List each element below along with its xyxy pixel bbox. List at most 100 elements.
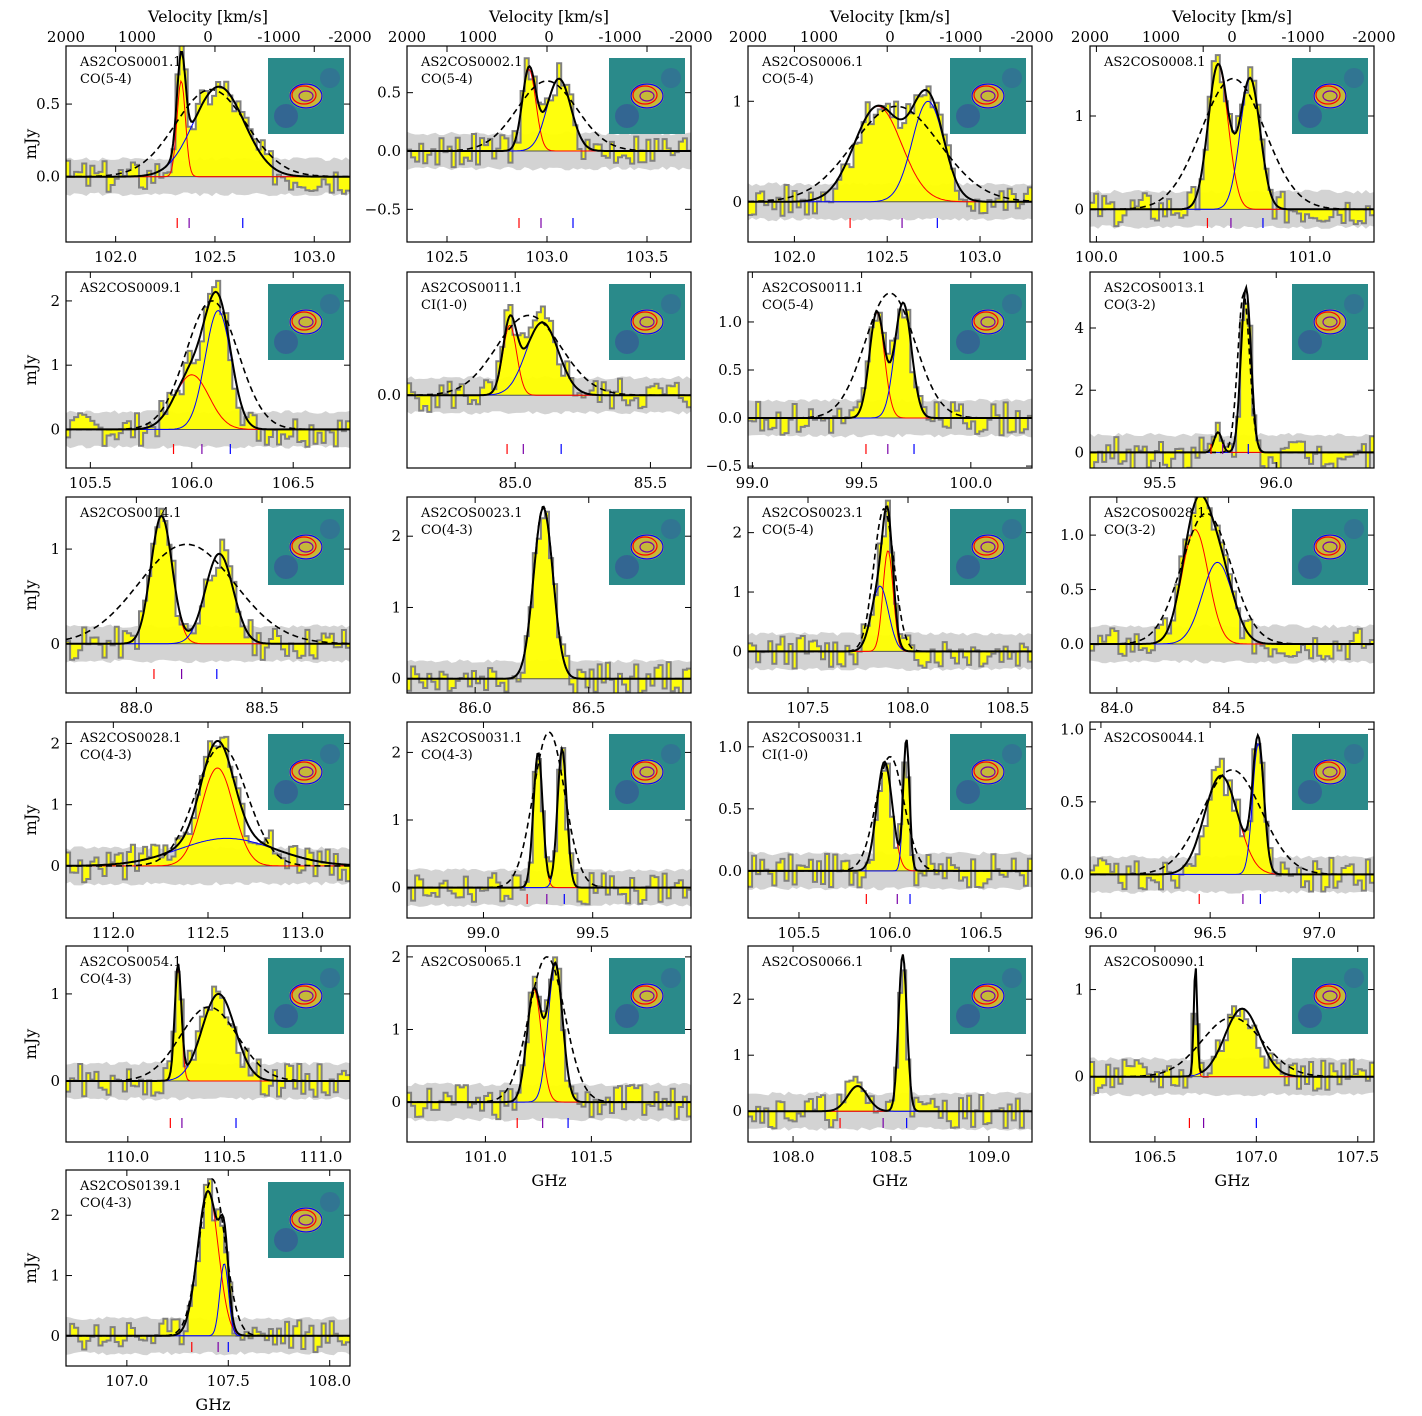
single-gaussian-fit [407, 80, 691, 152]
y-tick-label: 2 [732, 524, 742, 542]
spectrum-panel: 106.5 107.0 107.5 0 1 AS2COS0090.1 [1074, 945, 1379, 1166]
source-name: AS2COS0090.1 [1103, 955, 1206, 970]
x-tick-label: 99.5 [576, 924, 609, 942]
map-inset-contour-red [973, 985, 999, 1005]
x-tick-label: 102.5 [426, 248, 469, 266]
transition-label: CO(5-4) [762, 523, 814, 538]
map-inset-contour-purple [298, 90, 314, 102]
map-inset [268, 284, 344, 360]
map-inset-contour-blue [289, 1207, 323, 1233]
x-tick-label: 100.5 [1182, 248, 1225, 266]
y-axis-title: mJy [21, 355, 40, 386]
map-inset-contour-red [291, 761, 317, 781]
y-tick-label: 0 [391, 1093, 401, 1111]
y-tick-label: 4 [1074, 319, 1084, 337]
map-inset-source [1313, 759, 1347, 785]
velocity-tick-label: -1000 [939, 28, 982, 46]
map-inset [1292, 958, 1368, 1034]
single-gaussian-fit [407, 731, 691, 889]
velocity-axis-title: Velocity [km/s] [147, 7, 268, 26]
x-tick-label: 106.5 [272, 474, 315, 492]
map-inset-source [630, 983, 664, 1009]
map-inset-blob [320, 744, 340, 764]
map-inset-contour-blue [971, 309, 1005, 335]
x-tick-label: 84.0 [1100, 699, 1133, 717]
panel-frame [65, 271, 351, 469]
x-tick-label: 95.5 [1143, 474, 1176, 492]
map-inset-blob [1002, 519, 1022, 539]
x-tick-label: 106.0 [170, 474, 213, 492]
map-inset-blob [956, 780, 980, 804]
spectrum-fill [1090, 55, 1374, 227]
spectrum-histogram [66, 46, 350, 195]
map-inset-blob [1298, 330, 1322, 354]
map-inset-blob [661, 519, 681, 539]
y-tick-label: 1 [732, 92, 742, 110]
x-tick-label: 106.5 [960, 924, 1003, 942]
spectrum-panel: 112.0 112.5 113.0 0 1 2 AS2COS0028.1 CO(4-3) [50, 721, 351, 942]
y-tick-label: 2 [50, 734, 60, 752]
map-inset-source [289, 1207, 323, 1233]
map-inset-contour-blue [630, 309, 664, 335]
y-tick-label: 1 [50, 1267, 60, 1285]
single-gaussian-fit [66, 1178, 350, 1337]
spectrum-histogram [1090, 1005, 1374, 1094]
x-tick-label: 103.0 [959, 248, 1002, 266]
x-tick-label: 107.0 [105, 1372, 148, 1390]
map-inset-contour-red [1315, 761, 1341, 781]
map-inset-source [1313, 983, 1347, 1009]
transition-label: CO(4-3) [80, 748, 132, 763]
map-inset-blob [615, 555, 639, 579]
map-inset-source [1313, 534, 1347, 560]
map-inset-blob [956, 1004, 980, 1028]
map-inset-contour-blue [1313, 83, 1347, 109]
map-inset-blob [615, 1004, 639, 1028]
spectrum-panel: 85.0 85.5 0.0 AS2COS0011.1 CI(1-0) [377, 271, 692, 492]
y-tick-label: 0.0 [1060, 635, 1084, 653]
spectrum-fill [407, 511, 691, 693]
x-tick-label: 84.5 [1212, 699, 1245, 717]
map-inset-blob [615, 104, 639, 128]
y-tick-label: 2 [50, 1206, 60, 1224]
y-tick-label: 0.5 [377, 84, 401, 102]
map-inset-blob [1344, 519, 1364, 539]
frequency-axis-title: GHz [1214, 1171, 1249, 1190]
spectrum-panel: 102.5 103.0 103.5 −0.5 0.0 0.5 AS2COS0002.1 CO(… [365, 45, 692, 266]
map-inset-blob [1298, 555, 1322, 579]
map-inset-contour-blue [289, 759, 323, 785]
map-inset-blob [1002, 68, 1022, 88]
velocity-tick-label: 1000 [459, 28, 497, 46]
y-tick-label: 0 [1074, 200, 1084, 218]
map-inset-blob [1344, 744, 1364, 764]
spectrum-fill [407, 58, 691, 168]
map-inset-source [289, 309, 323, 335]
map-inset-contour-purple [1322, 990, 1338, 1002]
y-tick-label: −0.5 [365, 200, 401, 218]
velocity-tick-label: 0 [885, 28, 895, 46]
map-inset-contour-purple [1322, 316, 1338, 328]
map-inset-contour-red [632, 985, 658, 1005]
x-tick-label: 106.0 [869, 924, 912, 942]
source-name: AS2COS0011.1 [761, 281, 864, 296]
map-inset-contour-purple [639, 990, 655, 1002]
x-tick-label: 112.5 [187, 924, 230, 942]
source-name: AS2COS0066.1 [761, 955, 864, 970]
map-inset-source [289, 983, 323, 1009]
x-tick-label: 85.0 [498, 474, 531, 492]
map-inset-contour-blue [630, 83, 664, 109]
x-tick-label: 109.0 [967, 1148, 1010, 1166]
map-inset [950, 734, 1026, 810]
map-inset-contour-purple [298, 316, 314, 328]
map-inset-contour-red [632, 761, 658, 781]
map-inset-blob [615, 780, 639, 804]
map-inset-contour-blue [1313, 534, 1347, 560]
y-tick-label: 0.0 [718, 862, 742, 880]
panel-frame [65, 945, 351, 1143]
spectrum-panel: 99.0 99.5 0 1 2 AS2COS0031.1 CO(4-3) [391, 721, 692, 942]
map-inset-contour-red [632, 85, 658, 105]
map-inset-blob [274, 1004, 298, 1028]
map-inset-contour-red [973, 85, 999, 105]
panel-frame [406, 45, 692, 243]
spectrum-panel: 99.0 99.5 100.0 −0.5 0.0 0.5 1.0 AS2COS0011.1 CO… [706, 271, 1033, 492]
